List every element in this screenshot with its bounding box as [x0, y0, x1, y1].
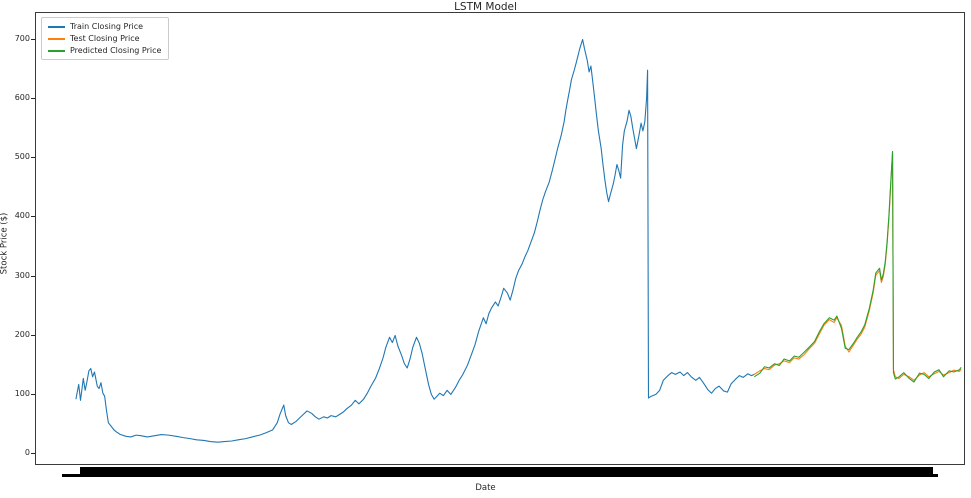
y-tick-mark [31, 334, 35, 336]
y-tick-label: 700 [14, 33, 30, 43]
y-tick-label: 200 [14, 329, 30, 339]
y-tick-mark [31, 275, 35, 277]
y-tick-mark [31, 453, 35, 455]
y-tick-mark [31, 216, 35, 218]
y-tick-label: 500 [14, 152, 30, 162]
legend-line-sample [48, 37, 65, 40]
legend-item: Predicted Closing Price [48, 46, 161, 55]
legend-label: Train Closing Price [70, 22, 144, 31]
chart-title: LSTM Model [454, 1, 517, 13]
y-tick-mark [31, 97, 35, 99]
y-tick-label: 600 [14, 92, 30, 102]
y-axis-label: Stock Price ($) [0, 212, 10, 275]
legend-item: Test Closing Price [48, 34, 161, 43]
legend-label: Test Closing Price [70, 34, 140, 43]
legend-item: Train Closing Price [48, 22, 161, 31]
y-tick-label: 400 [14, 211, 30, 221]
series-line-0 [75, 38, 755, 443]
y-tick-mark [31, 157, 35, 159]
y-tick-mark [31, 393, 35, 395]
series-line-1 [753, 151, 962, 381]
y-tick-mark [31, 38, 35, 40]
legend: Train Closing Price Test Closing Price Pre… [41, 17, 170, 60]
y-tick-label: 100 [14, 388, 30, 398]
y-tick-label: 300 [14, 270, 30, 280]
x-tick-labels-overlapped-band [80, 467, 933, 474]
series-line-2 [753, 151, 962, 383]
legend-line-sample [48, 49, 65, 52]
axes [35, 12, 965, 465]
x-axis-label: Date [475, 483, 496, 493]
legend-line-sample [48, 25, 65, 28]
y-tick-label: 0 [24, 448, 30, 458]
x-tick-labels-overlapped-band-2 [62, 474, 938, 477]
plot-svg [75, 38, 962, 443]
legend-label: Predicted Closing Price [70, 46, 162, 55]
